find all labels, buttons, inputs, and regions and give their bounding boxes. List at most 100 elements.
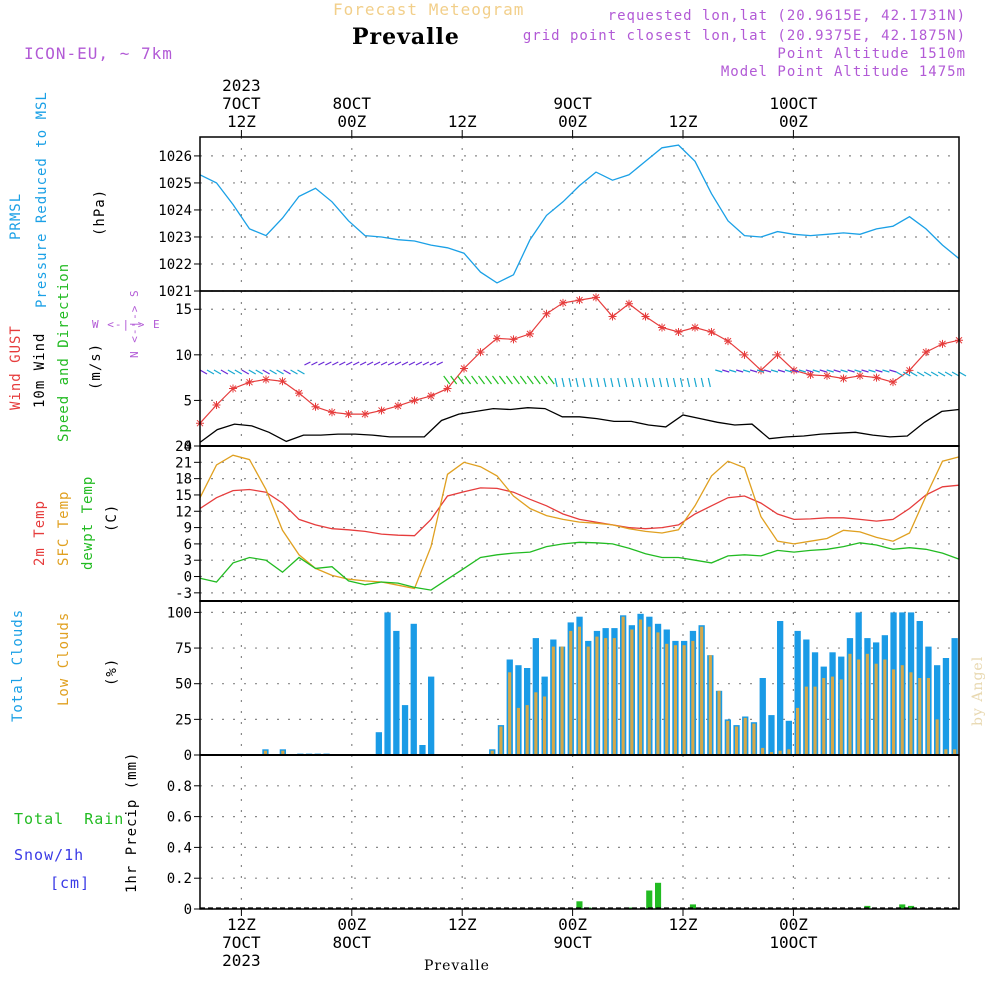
gust-marker (328, 408, 336, 417)
y-tick-label-5: 0.6 (167, 810, 192, 826)
gust-marker (410, 396, 419, 405)
panel-frame-3 (199, 445, 960, 602)
y-tick-label-4: 25 (175, 712, 192, 728)
wind-direction-arrow (387, 361, 395, 366)
low-cloud-bar (926, 678, 930, 755)
low-cloud-bar (263, 750, 267, 755)
gust-marker (311, 402, 320, 411)
wind-direction-arrow (665, 377, 670, 388)
low-cloud-bar (682, 645, 686, 755)
low-cloud-bar (639, 619, 643, 755)
low-cloud-bar (796, 707, 800, 755)
time-label-bottom-date: 9OCT (553, 933, 592, 952)
gust-marker (278, 377, 287, 386)
dewpt-temp-line (199, 541, 960, 591)
y-tick-label-2: 10 (175, 348, 192, 364)
low-cloud-bar (621, 616, 625, 755)
wind-direction-arrow (944, 371, 953, 377)
low-cloud-bar (525, 705, 529, 755)
wind-direction-arrow (276, 369, 284, 375)
low-cloud-bar (595, 636, 599, 755)
low-cloud-bar (700, 626, 704, 755)
low-cloud-bar (909, 672, 913, 755)
wind-direction-arrow (868, 369, 876, 373)
wind-direction-arrow (547, 375, 555, 385)
low-cloud-bar (743, 717, 747, 755)
gust-marker (212, 400, 221, 409)
low-cloud-bar (586, 646, 590, 755)
time-label-top-date: 7OCT (222, 94, 261, 113)
forecast-title: Forecast Meteogram (333, 0, 525, 19)
low-cloud-bar (708, 655, 712, 755)
total-cloud-bar (375, 732, 382, 755)
wind-direction-arrow (777, 369, 786, 373)
wind-direction-arrow (729, 369, 737, 373)
gust-marker (938, 339, 947, 348)
wind-direction-arrow (742, 369, 751, 373)
wind-direction-arrow (652, 377, 656, 388)
wind-direction-arrow (582, 377, 586, 388)
wind-direction-arrow (610, 377, 614, 388)
wind-direction-arrow (889, 369, 897, 373)
wind-direction-arrow (422, 361, 430, 366)
wind-direction-arrow (596, 377, 600, 388)
low-cloud-bar (490, 750, 494, 755)
wind-direction-arrow (896, 371, 904, 377)
wind-direction-arrow (485, 375, 492, 385)
low-cloud-bar (848, 653, 852, 755)
rain-bar (576, 901, 583, 909)
total-cloud-bar (951, 638, 958, 755)
total-cloud-bar (759, 678, 766, 755)
gust-marker (823, 371, 831, 380)
wind-direction-arrow (722, 369, 730, 373)
wind-direction-arrow (679, 377, 684, 388)
panel-frame-2 (199, 290, 960, 447)
time-label-bottom-year: 2023 (222, 951, 261, 970)
low-cloud-bar (577, 626, 581, 755)
low-cloud-bar (857, 659, 861, 755)
gust-marker (707, 328, 716, 337)
low-cloud-bar (656, 632, 660, 755)
gust-marker (740, 350, 749, 359)
low-cloud-bar (647, 626, 651, 755)
wind-direction-arrow (847, 369, 855, 373)
y-tick-label-4: 75 (175, 641, 192, 657)
wind-direction-arrow (297, 369, 305, 375)
low-cloud-bar (717, 690, 721, 755)
wind-direction-arrow (875, 369, 883, 373)
low-cloud-bar (804, 686, 808, 755)
wind-direction-arrow (533, 375, 541, 385)
gust-marker (344, 410, 353, 419)
low-cloud-bar (630, 629, 634, 755)
compass-we: W <-|-> E (92, 318, 161, 331)
wind-direction-arrow (352, 361, 360, 366)
time-label-bottom-hour: 00Z (779, 915, 808, 934)
rain-bar (908, 905, 915, 909)
wind-direction-arrow (805, 369, 813, 373)
low-cloud-bar (944, 749, 948, 755)
wind-direction-arrow (937, 371, 946, 377)
snow-label: Snow/1h (14, 846, 85, 864)
gust-marker (724, 337, 732, 346)
y-tick-label-2: 5 (184, 393, 192, 409)
wind-direction-arrow (951, 371, 960, 377)
wind-direction-arrow (325, 361, 332, 366)
wind-direction-arrow (471, 375, 479, 385)
low-cloud-bar (830, 676, 834, 755)
low-cloud-bar (516, 707, 520, 755)
wind-direction-arrow (283, 369, 291, 375)
low-cloud-bar (508, 672, 512, 755)
wind-direction-arrow (505, 375, 513, 385)
temp-2m-line (199, 484, 960, 537)
y-tick-label-4: 50 (175, 677, 192, 693)
time-label-top-hour: 12Z (448, 112, 477, 131)
wind-direction-arrow (199, 369, 208, 375)
wind-direction-arrow (840, 369, 848, 373)
wind-direction-arrow (262, 369, 270, 375)
gust-marker (394, 401, 402, 410)
wind-direction-arrow (206, 369, 215, 375)
low-cloud-bar (612, 638, 616, 755)
wind-direction-arrow (568, 377, 572, 388)
wind-direction-arrow (512, 375, 520, 385)
gust-marker (641, 312, 650, 321)
